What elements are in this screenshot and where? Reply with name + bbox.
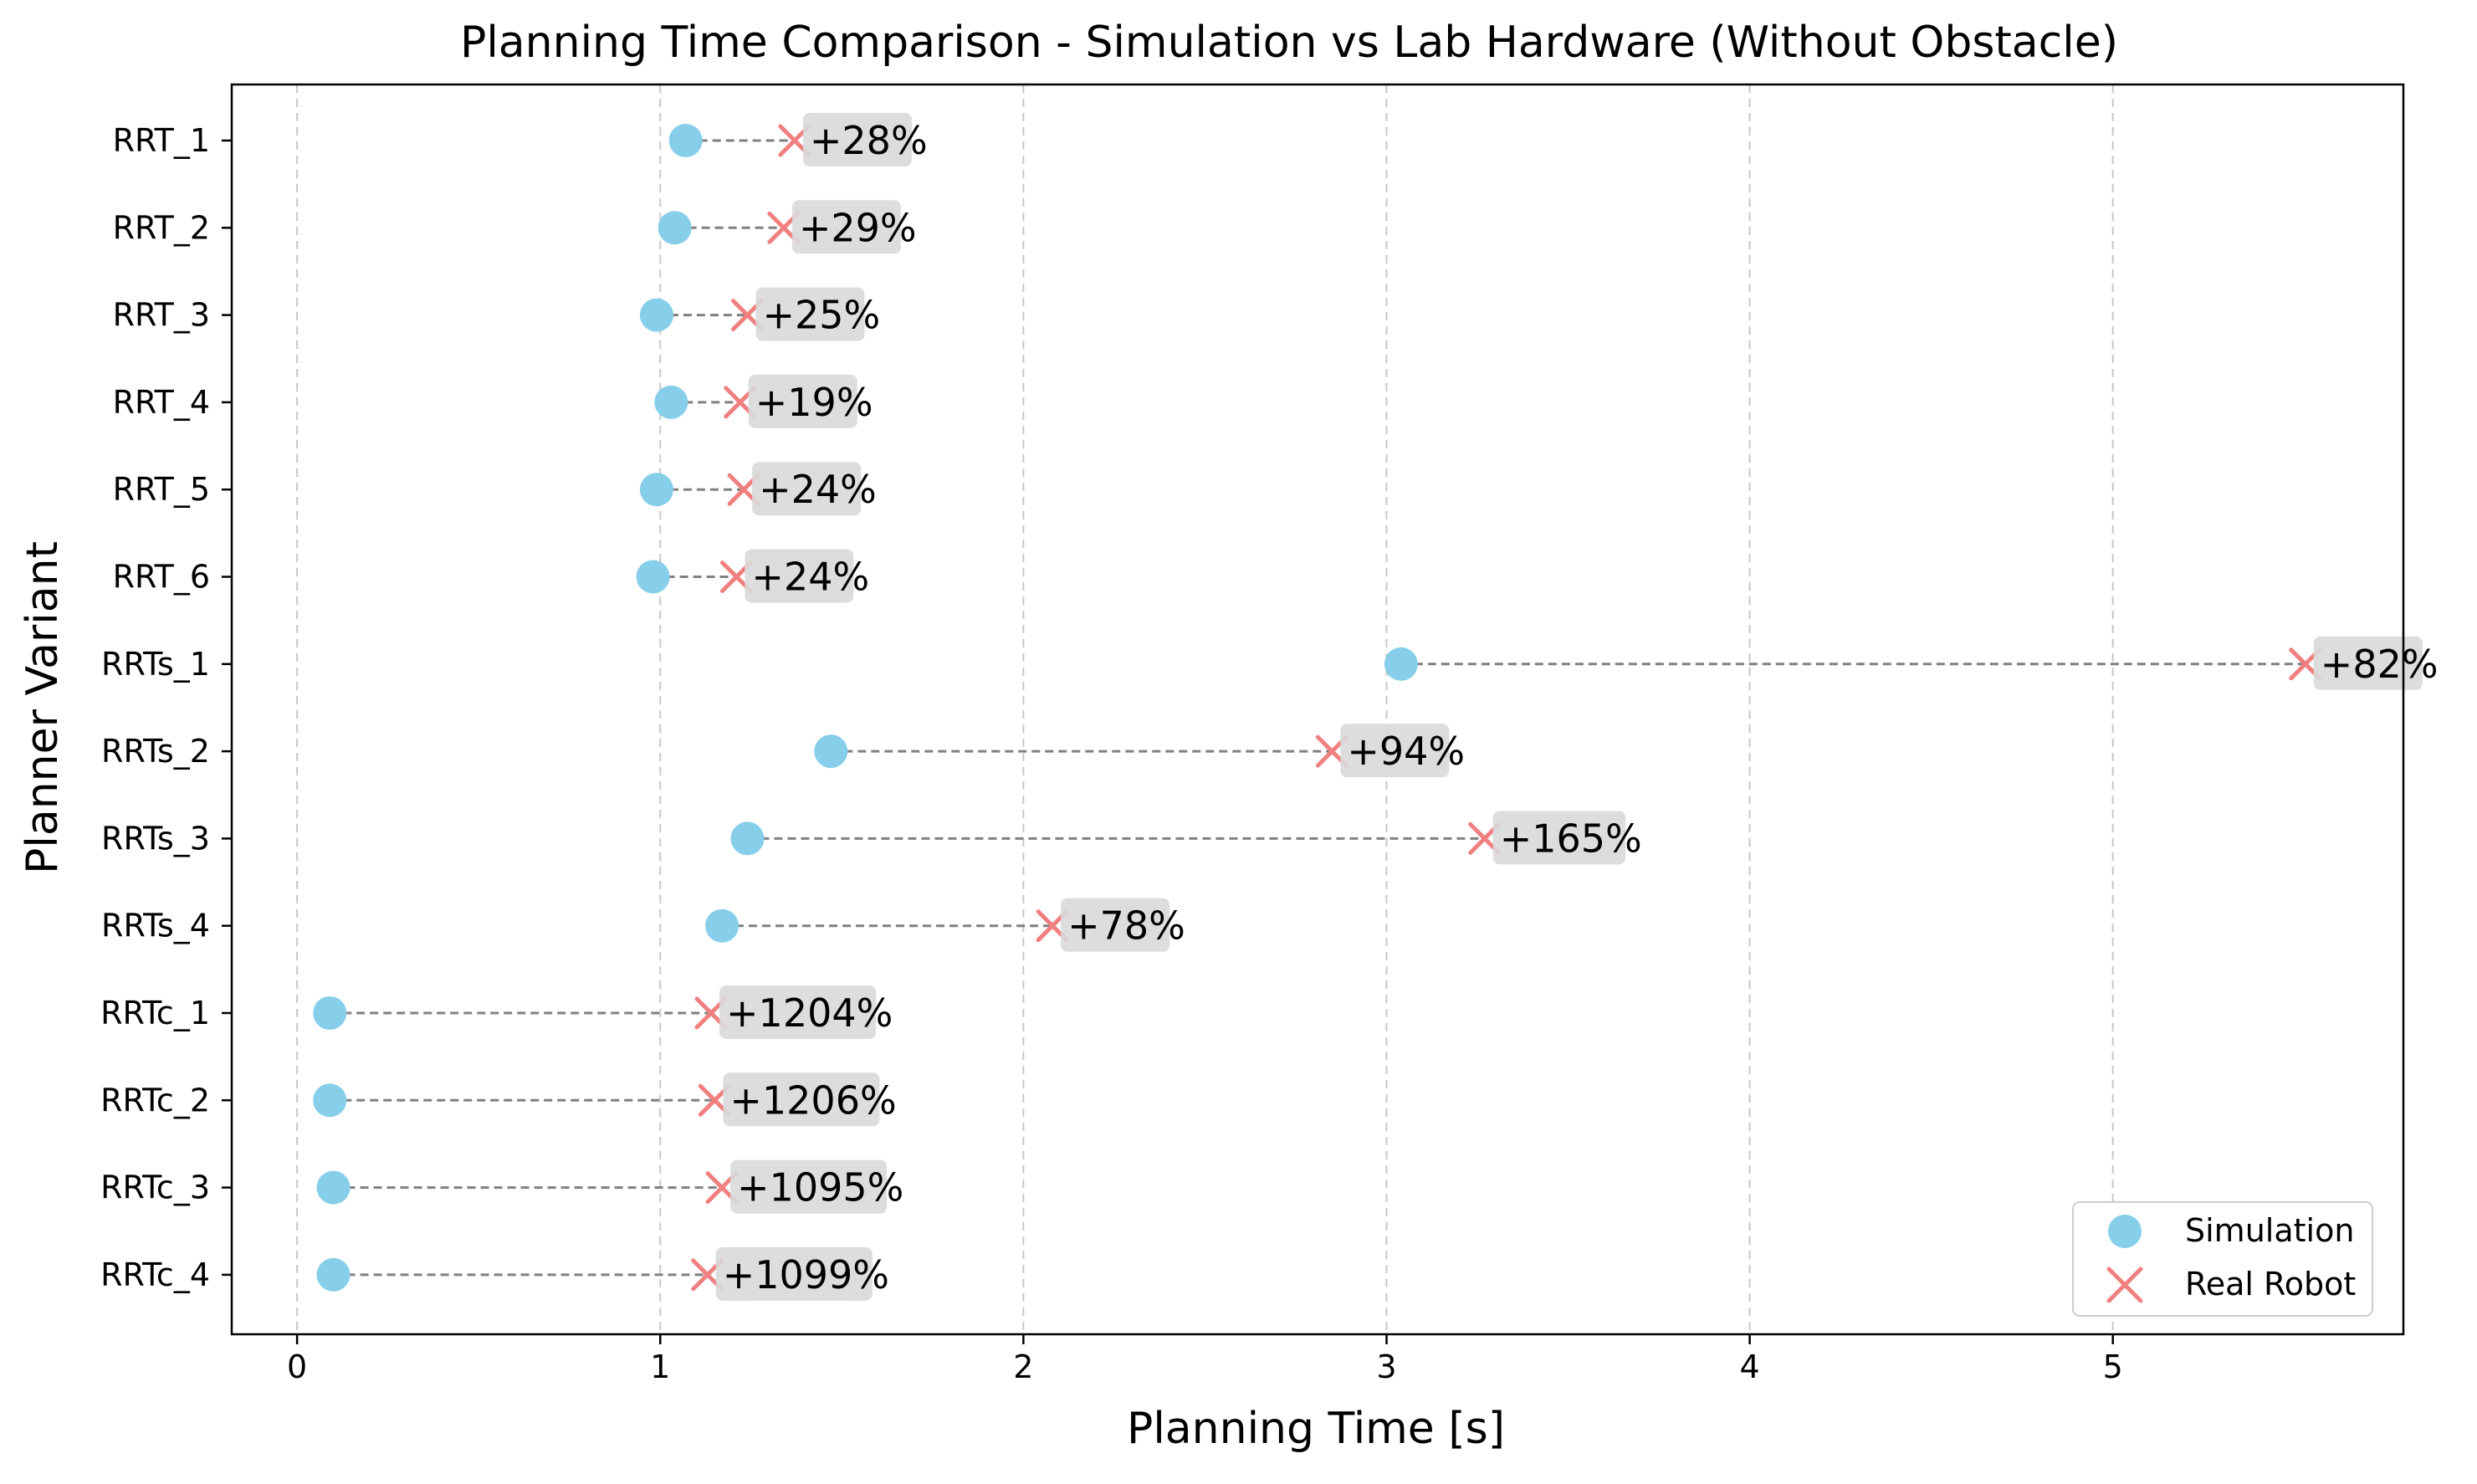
annotation-label: +1099% [723, 1252, 889, 1297]
annotation-label: +29% [799, 205, 917, 250]
x-tick-label: 5 [2103, 1348, 2123, 1385]
y-tick-label: RRTs_3 [101, 820, 210, 857]
annotation-box [752, 462, 862, 516]
annotation-box [802, 113, 912, 166]
annotation-label: +1095% [737, 1165, 903, 1210]
simulation-point [730, 821, 765, 856]
y-tick-label: RRT_6 [113, 559, 210, 596]
annotation-box [1061, 898, 1170, 952]
y-tick-label: RRTs_1 [101, 646, 210, 683]
annotation-box [1492, 811, 1626, 865]
simulation-point [316, 1257, 351, 1292]
x-tick-label: 0 [287, 1348, 307, 1385]
annotation-layer: +28% +29% +25% +19% +24% +24% +82% +94% +165% +78… [715, 113, 2439, 1301]
connector-layer [330, 139, 2306, 1277]
annotation-label: +78% [1067, 903, 1185, 949]
annotation-label: +25% [762, 293, 880, 338]
simulation-point [639, 473, 673, 507]
annotation-box [2313, 636, 2423, 690]
legend-real-robot-label: Real Robot [2185, 1266, 2356, 1302]
x-tick-label: 3 [1376, 1348, 1396, 1385]
axis-layer: 0 1 2 3 4 5 RRT_1 RRT_2 RRT_3 RRT_4 RRT_5 RRT_6 RRTs… [100, 122, 2123, 1385]
annotation-label: +24% [759, 467, 877, 512]
annotation-box [715, 1246, 873, 1301]
x-tick-label: 2 [1013, 1348, 1033, 1385]
simulation-point [639, 298, 673, 332]
simulation-point [636, 560, 670, 594]
plot-frame [230, 83, 2405, 1336]
annotation-box [730, 1159, 888, 1214]
legend: Simulation Real Robot [2072, 1201, 2373, 1317]
chart-title: Planning Time Comparison - Simulation vs… [460, 18, 2118, 68]
y-tick-label: RRT_2 [113, 209, 210, 246]
y-tick-label: RRTc_3 [100, 1169, 210, 1206]
y-tick-label: RRTc_4 [100, 1256, 210, 1293]
simulation-point [313, 1083, 347, 1118]
x-tick-label: 4 [1740, 1348, 1760, 1385]
grid-layer [296, 84, 2114, 1334]
y-tick-label: RRTs_4 [101, 908, 210, 944]
annotation-label: +19% [755, 380, 873, 425]
legend-box [2072, 1201, 2373, 1317]
annotation-label: +1206% [729, 1077, 896, 1123]
annotation-box [748, 374, 857, 428]
simulation-point [814, 734, 848, 769]
simulation-point [658, 211, 692, 245]
legend-simulation-label: Simulation [2185, 1212, 2354, 1249]
x-axis-label: Planning Time [s] [1127, 1404, 1505, 1454]
annotation-label: +82% [2321, 642, 2439, 687]
legend-simulation-marker [2108, 1215, 2142, 1248]
legend-real-robot-marker [2106, 1267, 2143, 1303]
x-tick-label: 1 [650, 1348, 670, 1385]
simulation-point [316, 1170, 351, 1205]
y-tick-label: RRTs_2 [101, 733, 210, 770]
y-tick-label: RRT_3 [113, 297, 210, 334]
simulation-point [705, 908, 740, 943]
annotation-label: +1204% [726, 990, 893, 1036]
annotation-label: +94% [1347, 729, 1465, 774]
annotation-box [791, 200, 901, 254]
annotation-label: +165% [1500, 816, 1642, 861]
annotation-box [719, 985, 877, 1039]
simulation-point [654, 385, 688, 419]
annotation-box [755, 287, 865, 341]
annotation-box [745, 549, 854, 603]
annotation-label: +24% [751, 555, 869, 600]
y-tick-label: RRT_1 [113, 122, 210, 159]
simulation-point [313, 996, 347, 1030]
y-tick-label: RRT_5 [113, 471, 210, 508]
y-tick-label: RRT_4 [113, 384, 210, 421]
y-axis-label: Planner Variant [18, 541, 68, 874]
y-tick-label: RRTc_2 [100, 1082, 210, 1118]
simulation-point [1384, 647, 1418, 681]
simulation-point [668, 124, 703, 157]
annotation-label: +28% [810, 118, 928, 163]
annotation-box [1340, 724, 1450, 778]
y-tick-label: RRTc_1 [100, 995, 210, 1031]
annotation-box [723, 1072, 880, 1127]
